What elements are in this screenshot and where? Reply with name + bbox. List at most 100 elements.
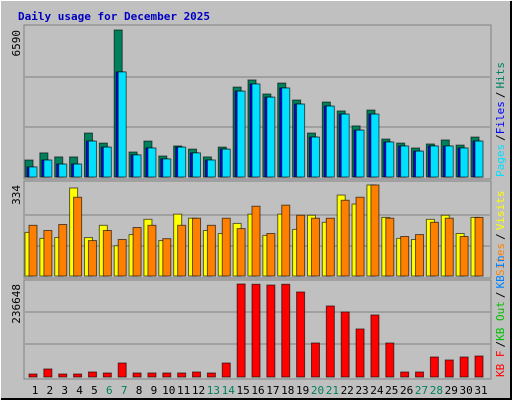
bar: [236, 90, 246, 178]
x-tick-label: 21: [326, 384, 339, 397]
bar: [296, 214, 306, 277]
panel-frame: [23, 24, 492, 180]
bar: [296, 103, 306, 178]
bar: [132, 372, 142, 378]
legend-entry: KB Out: [494, 301, 507, 341]
bar: [340, 113, 350, 178]
bar: [281, 204, 291, 277]
bar: [474, 355, 484, 378]
bar: [251, 83, 261, 178]
x-tick-label: 15: [237, 384, 250, 397]
x-tick-label: 7: [121, 384, 128, 397]
x-tick-label: 30: [460, 384, 473, 397]
bar: [310, 342, 320, 378]
bar: [266, 284, 276, 378]
bar: [147, 224, 157, 277]
legend: Sites / Visits: [494, 191, 507, 277]
bar: [132, 154, 142, 178]
bar: [429, 356, 439, 378]
bar: [266, 96, 276, 178]
bar: [236, 283, 246, 378]
bar: [206, 372, 216, 378]
x-tick-label: 28: [430, 384, 443, 397]
bar: [355, 196, 365, 277]
bar: [73, 163, 83, 178]
legend: KB F/KB Out/KB In: [494, 255, 507, 377]
bar: [281, 283, 291, 378]
bar: [43, 159, 53, 178]
bar: [310, 217, 320, 277]
bar: [147, 372, 157, 378]
bar: [206, 224, 216, 277]
bar: [415, 150, 425, 178]
bar: [43, 368, 53, 378]
bar: [429, 221, 439, 277]
panel-frame: [23, 279, 492, 380]
bar: [221, 148, 231, 178]
bar: [459, 356, 469, 378]
legend-entry: KB F: [494, 351, 507, 378]
bar: [58, 163, 68, 178]
bar: [28, 166, 38, 178]
legend-separator: /: [494, 92, 507, 99]
y-tick-label: 334: [10, 185, 23, 205]
x-tick-label: 24: [370, 384, 384, 397]
x-tick-label: 19: [296, 384, 309, 397]
bar: [73, 373, 83, 378]
bar: [251, 205, 261, 277]
bar: [251, 283, 261, 378]
bar: [474, 216, 484, 277]
bar: [132, 227, 142, 277]
x-tick-label: 20: [311, 384, 324, 397]
x-tick-label: 14: [222, 384, 236, 397]
x-tick-label: 10: [162, 384, 175, 397]
chart-title: Daily usage for December 2025: [18, 10, 210, 23]
legend-entry: KB In: [494, 255, 507, 288]
x-tick-label: 22: [341, 384, 354, 397]
y-tick-label: 236648: [10, 284, 23, 324]
bar: [310, 136, 320, 178]
legend-entry: Sites: [494, 243, 507, 276]
x-tick-label: 23: [355, 384, 368, 397]
bar: [102, 372, 112, 378]
legend: Pages/Files/Hits: [494, 62, 507, 177]
bar: [325, 105, 335, 178]
bar: [400, 145, 410, 178]
bar: [162, 238, 172, 277]
x-tick-label: 6: [106, 384, 113, 397]
legend-separator: /: [494, 292, 507, 299]
bar: [385, 217, 395, 277]
bar: [206, 159, 216, 178]
bar: [58, 224, 68, 277]
panel-frame: [23, 180, 492, 279]
x-tick-label: 13: [207, 384, 220, 397]
bar: [429, 145, 439, 178]
x-tick-label: 31: [474, 384, 487, 397]
bar: [117, 71, 127, 178]
bar: [444, 359, 454, 378]
bar: [87, 240, 97, 277]
bar: [355, 328, 365, 378]
bar: [459, 147, 469, 178]
bar: [102, 230, 112, 277]
bar: [370, 314, 380, 378]
x-tick-label: 25: [385, 384, 398, 397]
bar: [385, 342, 395, 378]
legend-entry: Visits: [494, 191, 507, 231]
bar: [221, 217, 231, 277]
legend-separator: /: [494, 341, 507, 348]
legend-separator: /: [494, 134, 507, 141]
bar: [28, 224, 38, 277]
bar: [221, 362, 231, 378]
bar: [87, 140, 97, 178]
x-tick-label: 11: [177, 384, 190, 397]
bar: [236, 228, 246, 277]
bar: [370, 113, 380, 178]
bar: [73, 196, 83, 277]
bar: [117, 238, 127, 277]
bar: [102, 146, 112, 178]
x-tick-label: 2: [47, 384, 54, 397]
x-tick-label: 27: [415, 384, 428, 397]
bar: [400, 235, 410, 277]
